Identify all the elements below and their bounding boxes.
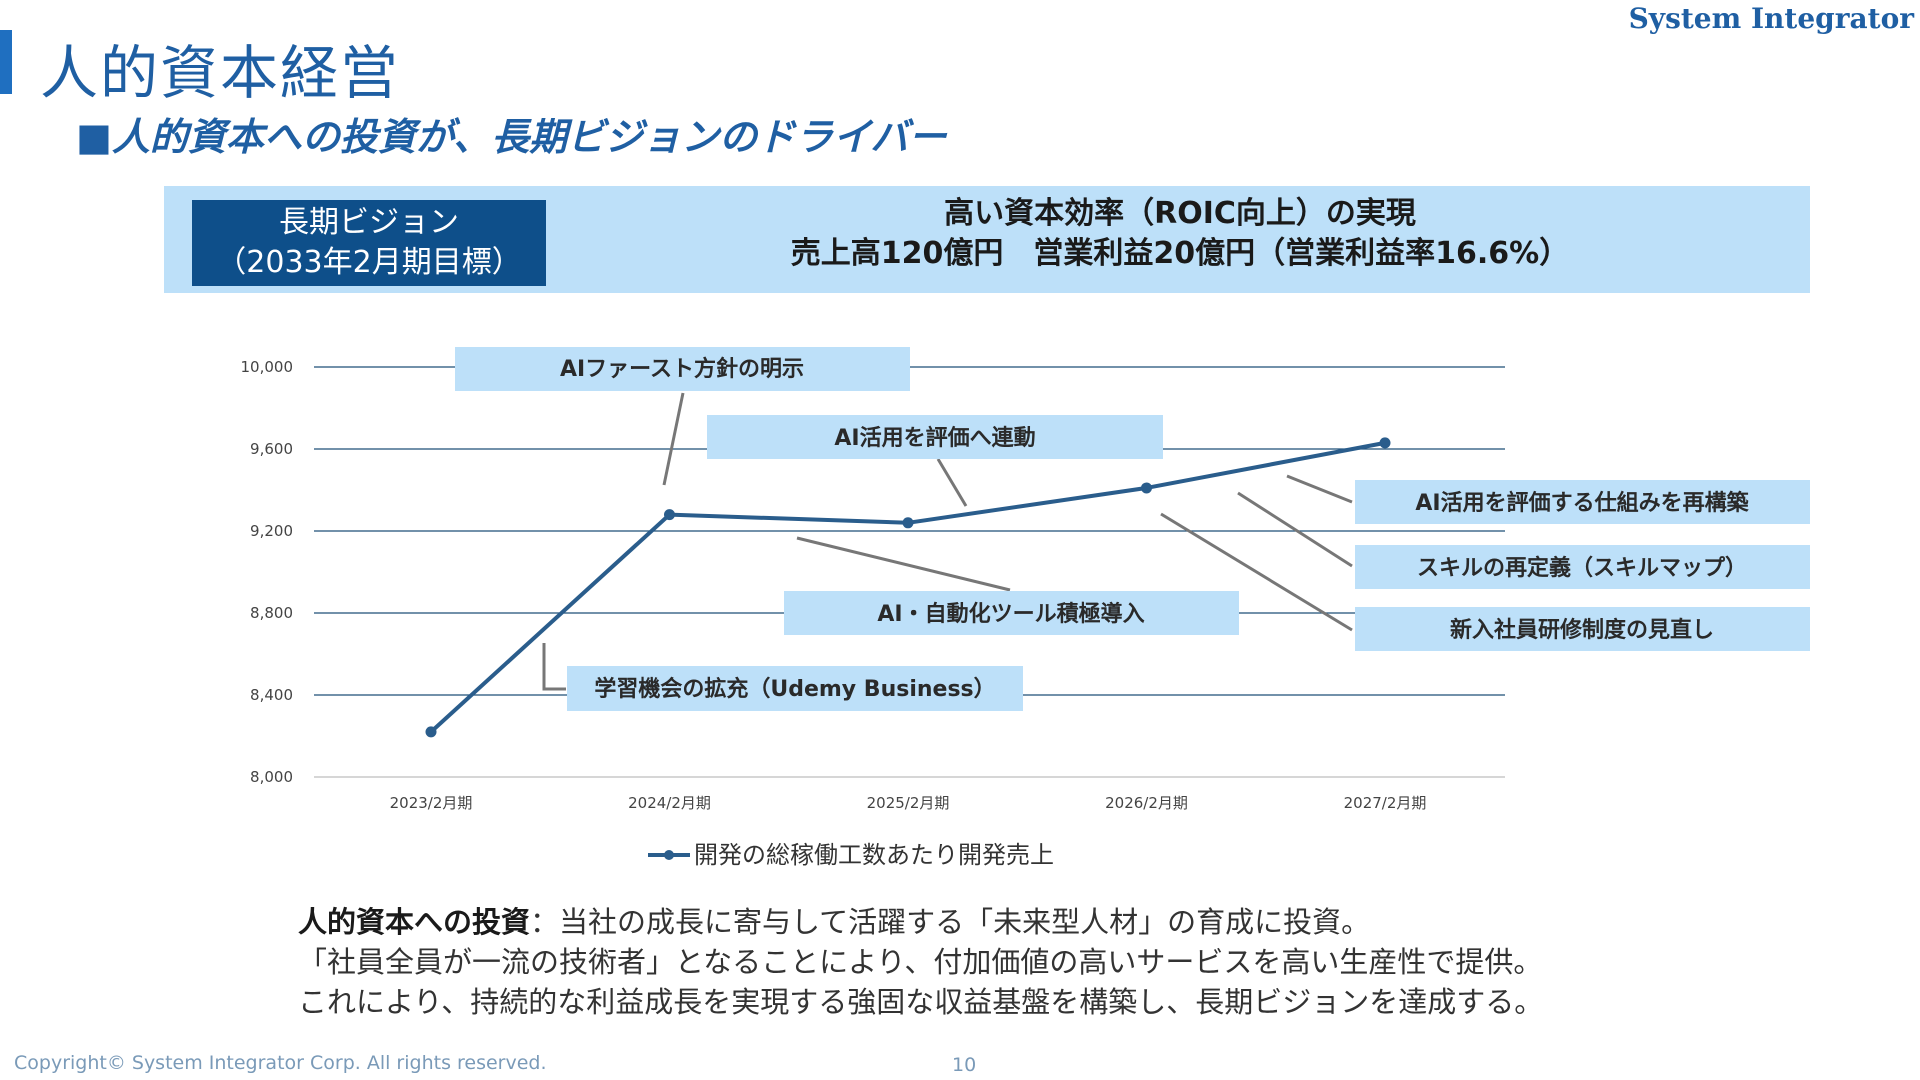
annotation-box-training [1355, 607, 1810, 651]
annotation-ai-evaluation: AI活用を評価へ連動 [834, 425, 1035, 451]
connector-skill-map [1237, 491, 1353, 568]
data-point [1379, 437, 1391, 449]
subtitle-marker: ■ [76, 115, 112, 159]
vision-label-line2: （2033年2月期目標） [216, 245, 522, 280]
page-subtitle: ■人的資本への投資が、長期ビジョンのドライバー [76, 106, 946, 161]
x-tick-label: 2026/2月期 [1105, 794, 1188, 812]
connector-udemy [542, 643, 566, 691]
page-number: 10 [952, 1054, 977, 1076]
vision-text-line1: 高い資本効率（ROIC向上）の実現 [944, 196, 1416, 231]
annotation-box-ai-tools [784, 591, 1239, 635]
vision-text: 高い資本効率（ROIC向上）の実現 売上高120億円 営業利益20億円（営業利益… [560, 194, 1800, 274]
y-tick-label: 8,400 [250, 686, 293, 704]
data-point [425, 726, 437, 738]
x-tick-label: 2025/2月期 [867, 794, 950, 812]
annotation-ai-tools: AI・自動化ツール積極導入 [877, 601, 1144, 627]
page-title: 人的資本経営 [40, 39, 401, 107]
y-tick-label: 10,000 [241, 358, 294, 376]
y-tick-label: 9,600 [250, 440, 293, 458]
x-tick-label: 2024/2月期 [628, 794, 711, 812]
annotation-box-ai-evaluation [707, 415, 1163, 459]
data-point [664, 509, 675, 521]
data-point [1141, 482, 1152, 494]
description-line2: 「社員全員が一流の技術者」となることにより、付加価値の高いサービスを高い生産性で… [298, 945, 1543, 979]
description-line3: これにより、持続的な利益成長を実現する強固な収益基盤を構築し、長期ビジョンを達成… [298, 985, 1544, 1019]
x-tick-label: 2027/2月期 [1344, 794, 1427, 812]
annotation-training: 新入社員研修制度の見直し [1450, 617, 1714, 643]
y-tick-label: 8,000 [250, 768, 293, 786]
x-tick-label: 2023/2月期 [390, 794, 473, 812]
description-lead: 人的資本への投資 [298, 905, 531, 939]
annotation-box-skill-map [1355, 545, 1810, 589]
legend-label: 開発の総稼働工数あたり開発売上 [694, 841, 1054, 869]
connector-training [1160, 512, 1353, 632]
connector-ai-first [662, 392, 685, 486]
annotation-evaluation-rebuild: AI活用を評価する仕組みを再構築 [1415, 490, 1749, 516]
vision-text-line2: 売上高120億円 営業利益20億円（営業利益率16.6%） [790, 236, 1570, 271]
annotation-box-ai-first [455, 347, 910, 391]
title-accent-bar [0, 30, 12, 94]
annotation-udemy: 学習機会の拡充（Udemy Business） [594, 676, 995, 702]
connector-ai-evaluation [936, 458, 968, 507]
description-block: 人的資本への投資：当社の成長に寄与して活躍する「未来型人材」の育成に投資。 「社… [298, 902, 1543, 1022]
legend-marker-swatch [664, 850, 674, 860]
data-point [902, 517, 914, 529]
description-line1-text: ：当社の成長に寄与して活躍する「未来型人材」の育成に投資。 [530, 905, 1371, 939]
connector-evaluation-rebuild [1286, 474, 1353, 504]
y-tick-label: 8,800 [250, 604, 293, 622]
annotation-ai-first: AIファースト方針の明示 [560, 356, 804, 382]
subtitle-text: 人的資本への投資が、長期ビジョンのドライバー [111, 115, 947, 159]
description-line1: 人的資本への投資：当社の成長に寄与して活躍する「未来型人材」の育成に投資。 [298, 902, 1543, 942]
annotation-skill-map: スキルの再定義（スキルマップ） [1417, 555, 1747, 581]
chart-legend: 開発の総稼働工数あたり開発売上 [648, 841, 1054, 869]
annotation-box-udemy [567, 666, 1023, 711]
brand-logo-text: System Integrator [1628, 2, 1914, 35]
vision-label: 長期ビジョン （2033年2月期目標） [192, 200, 546, 286]
y-tick-label: 9,200 [250, 522, 293, 540]
vision-label-line1: 長期ビジョン [279, 205, 459, 240]
connector-ai-tools [796, 536, 1011, 592]
annotation-box-evaluation-rebuild [1355, 480, 1810, 524]
footer-copyright: Copyright© System Integrator Corp. All r… [14, 1052, 547, 1074]
